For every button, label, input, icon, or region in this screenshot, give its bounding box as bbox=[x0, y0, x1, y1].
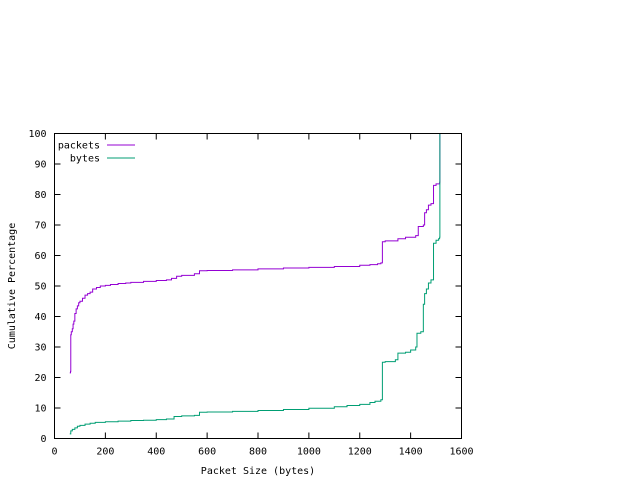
y-tick-label: 100 bbox=[28, 129, 46, 140]
y-tick-label: 70 bbox=[34, 221, 46, 232]
series-line-packets bbox=[69, 133, 441, 374]
y-tick-label: 50 bbox=[34, 282, 46, 293]
y-tick-label: 40 bbox=[34, 312, 46, 323]
x-tick-label: 1600 bbox=[449, 447, 473, 458]
series-layer bbox=[69, 133, 441, 435]
y-tick-label: 20 bbox=[34, 373, 46, 384]
series-line-bytes bbox=[69, 133, 441, 435]
y-axis-label: Cumulative Percentage bbox=[7, 223, 18, 349]
y-tick-label: 80 bbox=[34, 190, 46, 201]
legend-label-packets: packets bbox=[58, 141, 100, 152]
x-tick-label: 400 bbox=[147, 447, 165, 458]
plot-frame bbox=[54, 133, 462, 439]
legend: packets bytes bbox=[58, 141, 135, 165]
y-tick-label: 10 bbox=[34, 404, 46, 415]
ticks-layer: 0 200 400 600 800 1000 1200 1400 1600 0 10 20 30 40 50… bbox=[28, 129, 473, 458]
y-tick-label: 60 bbox=[34, 251, 46, 262]
y-tick-label: 90 bbox=[34, 160, 46, 171]
legend-label-bytes: bytes bbox=[70, 154, 100, 165]
x-tick-label: 200 bbox=[96, 447, 114, 458]
x-tick-label: 800 bbox=[249, 447, 267, 458]
x-tick-label: 1200 bbox=[348, 447, 372, 458]
x-tick-label: 600 bbox=[198, 447, 216, 458]
x-tick-label: 1400 bbox=[399, 447, 423, 458]
y-tick-label: 0 bbox=[40, 434, 46, 445]
x-tick-label: 0 bbox=[51, 447, 57, 458]
y-tick-label: 30 bbox=[34, 343, 46, 354]
x-tick-label: 1000 bbox=[297, 447, 321, 458]
x-axis-label: Packet Size (bytes) bbox=[201, 466, 315, 477]
